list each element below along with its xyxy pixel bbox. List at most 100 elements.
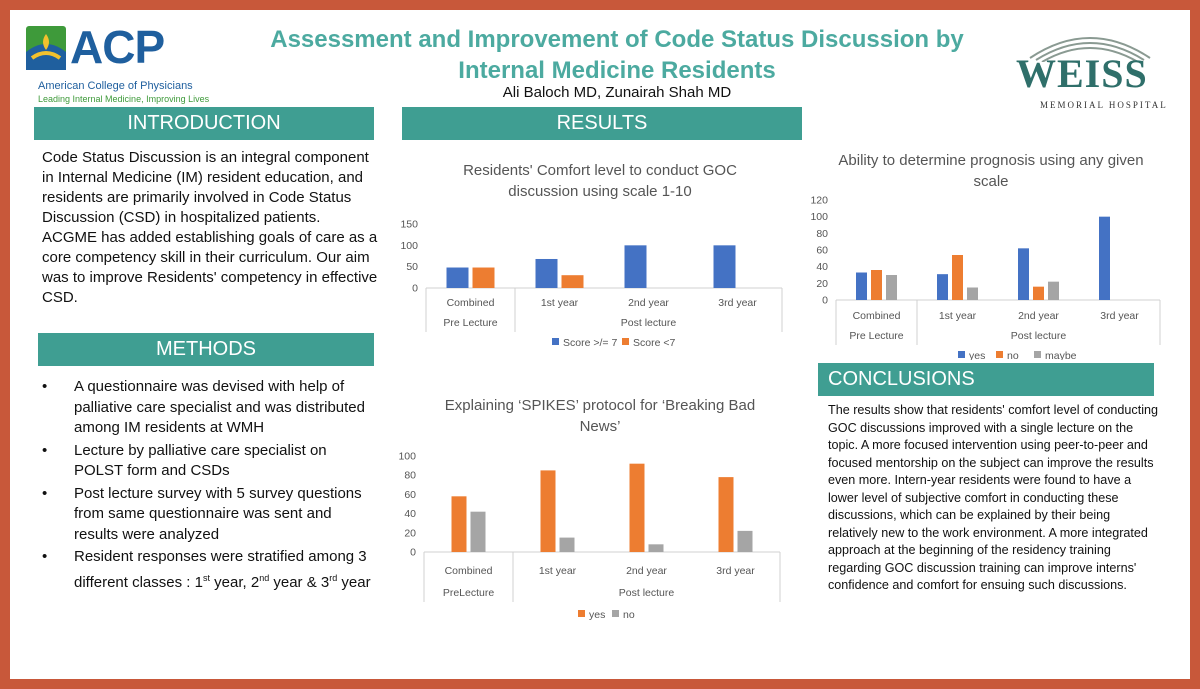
y-tick-label: 50 xyxy=(406,261,418,273)
y-tick-label: 60 xyxy=(404,489,416,501)
bar xyxy=(886,275,897,300)
legend-label: Score <7 xyxy=(633,337,675,349)
category-label: 3rd year xyxy=(716,565,755,577)
category-label: 1st year xyxy=(939,310,977,322)
legend-label: Score >/= 7 xyxy=(563,337,617,349)
bar xyxy=(451,496,467,552)
group-label: PreLecture xyxy=(443,587,495,599)
methods-list: • A questionnaire was devised with help o… xyxy=(40,377,376,595)
bar xyxy=(540,470,556,552)
bar xyxy=(624,245,647,288)
chart-spikes: 0 20 40 60 80 100 Combined 1st year 2nd year 3rd … xyxy=(398,451,781,620)
legend-label: no xyxy=(623,609,635,620)
y-tick-label: 100 xyxy=(398,451,416,463)
bar xyxy=(1018,248,1029,300)
poster-title: Assessment and Improvement of Code Statu… xyxy=(270,26,964,84)
y-tick-label: 0 xyxy=(412,283,418,295)
y-tick-label: 150 xyxy=(400,219,418,231)
introduction-text: Code Status Discussion is an integral co… xyxy=(42,149,378,306)
legend-swatch xyxy=(958,351,965,358)
weiss-logo: WEISS MEMORIAL HOSPITAL xyxy=(1010,22,1170,114)
bar xyxy=(648,544,664,552)
category-label: 3rd year xyxy=(1100,310,1139,322)
legend-swatch xyxy=(612,610,619,617)
acp-emblem-icon xyxy=(26,26,66,70)
chart-comfort: 0 50 100 150 Combined 1st year 2nd year 3rd yea… xyxy=(400,219,783,349)
bar xyxy=(535,258,558,288)
category-label: Combined xyxy=(853,310,901,322)
legend-swatch xyxy=(578,610,585,617)
results-heading: RESULTS xyxy=(402,107,802,140)
acp-fullname: American College of Physicians xyxy=(38,80,193,92)
acp-wordmark: ACP xyxy=(70,21,165,73)
legend-swatch xyxy=(1034,351,1041,358)
bar xyxy=(1048,281,1059,300)
conclusions-text: The results show that residents' comfort… xyxy=(828,403,1159,592)
y-tick-label: 0 xyxy=(410,547,416,559)
legend-label: no xyxy=(1007,350,1019,360)
category-label: 3rd year xyxy=(718,297,757,309)
category-label: 2nd year xyxy=(626,565,667,577)
bar xyxy=(561,275,584,288)
legend-label: maybe xyxy=(1045,350,1077,360)
bar xyxy=(713,245,736,288)
bar xyxy=(856,272,867,300)
conclusions-heading: CONCLUSIONS xyxy=(818,363,1154,396)
chart-comfort-title: Residents' Comfort level to conduct GOC … xyxy=(463,162,737,200)
chart-prognosis-title: Ability to determine prognosis using any… xyxy=(838,152,1144,190)
category-label: 2nd year xyxy=(628,297,669,309)
bar xyxy=(472,267,495,288)
legend-swatch xyxy=(552,338,559,345)
category-label: 2nd year xyxy=(1018,310,1059,322)
y-tick-label: 20 xyxy=(816,278,828,290)
legend-label: yes xyxy=(589,609,605,620)
category-label: 1st year xyxy=(541,297,579,309)
y-tick-label: 40 xyxy=(816,261,828,273)
bar xyxy=(1099,216,1110,300)
group-label: Post lecture xyxy=(1011,330,1067,342)
y-tick-label: 40 xyxy=(404,508,416,520)
weiss-subtitle: MEMORIAL HOSPITAL xyxy=(1040,100,1168,110)
bar xyxy=(737,530,753,552)
chart-prognosis: 0 20 40 60 80 100 120 Combined 1st year 2nd year 3… xyxy=(810,195,1161,360)
bar xyxy=(629,463,645,552)
methods-item: • Lecture by palliative care specialist o… xyxy=(42,441,327,480)
authors: Ali Baloch MD, Zunairah Shah MD xyxy=(502,84,732,101)
category-label: 1st year xyxy=(539,565,577,577)
y-tick-label: 100 xyxy=(400,240,418,252)
group-label: Post lecture xyxy=(621,317,677,329)
y-tick-label: 100 xyxy=(810,211,828,223)
y-tick-label: 80 xyxy=(404,470,416,482)
bar xyxy=(871,270,882,300)
methods-item: • A questionnaire was devised with help o… xyxy=(42,378,365,436)
legend-swatch xyxy=(996,351,1003,358)
bar xyxy=(446,267,469,288)
weiss-wordmark: WEISS xyxy=(1016,51,1148,96)
y-tick-label: 120 xyxy=(810,195,828,207)
legend-swatch xyxy=(622,338,629,345)
bar xyxy=(952,255,963,300)
legend-label: yes xyxy=(969,350,985,360)
group-label: Post lecture xyxy=(619,587,675,599)
chart-spikes-title: Explaining ‘SPIKES’ protocol for ‘Breaki… xyxy=(444,397,756,435)
methods-heading: METHODS xyxy=(38,333,374,366)
methods-item: • Resident responses were stratified amon… xyxy=(42,548,371,591)
bar xyxy=(470,511,486,552)
weiss-arc-icon xyxy=(1029,37,1151,63)
group-label: Pre Lecture xyxy=(849,330,903,342)
bar xyxy=(1033,286,1044,300)
bar xyxy=(967,287,978,300)
y-tick-label: 0 xyxy=(822,295,828,307)
acp-tagline: Leading Internal Medicine, Improving Liv… xyxy=(38,94,210,104)
y-tick-label: 80 xyxy=(816,228,828,240)
category-label: Combined xyxy=(445,565,493,577)
y-tick-label: 20 xyxy=(404,527,416,539)
y-tick-label: 60 xyxy=(816,245,828,257)
introduction-heading: INTRODUCTION xyxy=(34,107,374,140)
bar xyxy=(559,537,575,552)
bar xyxy=(718,477,734,552)
acp-logo: ACP American College of Physicians Leadi… xyxy=(24,21,209,104)
category-label: Combined xyxy=(447,297,495,309)
methods-item: • Post lecture survey with 5 survey quest… xyxy=(42,484,362,543)
bar xyxy=(937,274,948,300)
